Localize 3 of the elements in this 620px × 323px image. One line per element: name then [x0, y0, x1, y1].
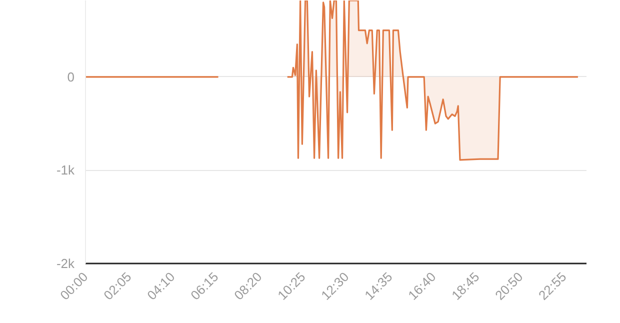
y-tick-label: 0	[67, 69, 75, 84]
y-tick-label: -2k	[56, 256, 75, 271]
y-tick-label: -1k	[56, 162, 75, 178]
